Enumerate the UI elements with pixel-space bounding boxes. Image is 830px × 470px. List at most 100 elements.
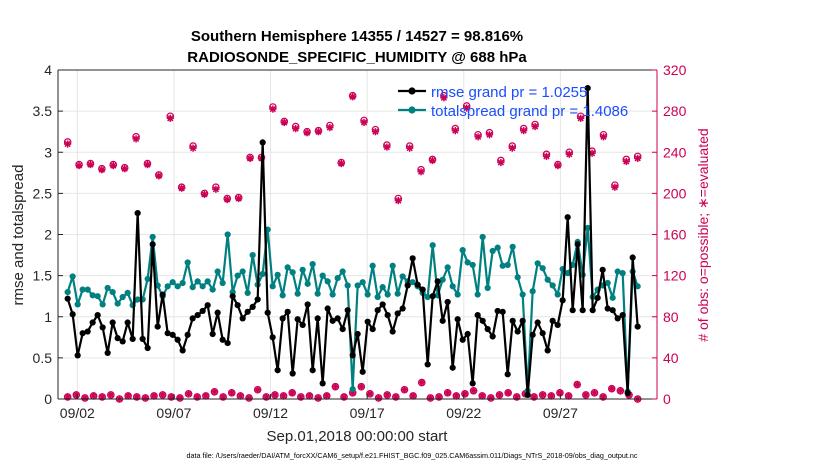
- obs-evaluated-marker: [590, 389, 599, 397]
- totalspread-point: [309, 261, 316, 268]
- obs-evaluated-star-stroke: [306, 392, 313, 400]
- obs-evaluated-marker: [461, 390, 469, 398]
- rmse-point: [139, 335, 146, 343]
- obs-evaluated-star-stroke: [212, 186, 219, 193]
- totalspread-point: [284, 264, 291, 271]
- totalspread-point: [149, 233, 156, 241]
- obs-evaluated-star-stroke: [520, 127, 527, 134]
- rmse-point: [524, 391, 531, 398]
- rmse-point: [94, 312, 101, 319]
- rmse-point: [269, 334, 276, 341]
- totalspread-point: [144, 275, 151, 283]
- obs-evaluated-marker: [81, 394, 89, 402]
- rmse-point: [264, 309, 271, 316]
- totalspread-point: [609, 294, 616, 301]
- rmse-point: [569, 307, 576, 314]
- totalspread-point: [479, 233, 486, 241]
- x-tick-label: 09/17: [350, 405, 385, 421]
- rmse-point: [559, 297, 566, 304]
- obs-evaluated-marker: [495, 391, 504, 399]
- rmse-point: [289, 370, 296, 377]
- obs-evaluated-star-stroke: [75, 162, 83, 169]
- totalspread-point: [364, 291, 371, 298]
- obs-evaluated-star-stroke: [271, 391, 279, 399]
- obs-evaluated-star-stroke: [167, 115, 174, 122]
- chart-title: Southern Hemisphere 14355 / 14527 = 98.8…: [191, 28, 523, 45]
- totalspread-point: [409, 279, 416, 286]
- obs-evaluated-star-stroke: [246, 155, 254, 162]
- obs-evaluated-star-stroke: [178, 185, 185, 192]
- totalspread-point: [169, 279, 176, 286]
- rmse-point: [214, 309, 221, 316]
- obs-evaluated-marker: [109, 162, 117, 170]
- x-tick-label: 09/02: [60, 405, 95, 421]
- rmse-point: [614, 315, 621, 322]
- obs-evaluated-star-stroke: [406, 145, 413, 152]
- totalspread-point: [514, 274, 521, 281]
- obs-evaluated-star-stroke: [81, 394, 89, 402]
- totalspread-point: [99, 301, 106, 308]
- obs-evaluated-star-stroke: [228, 389, 235, 396]
- totalspread-point: [189, 284, 196, 291]
- rmse-point: [399, 305, 406, 312]
- obs-evaluated-star-stroke: [463, 104, 470, 112]
- obs-evaluated-marker: [394, 196, 402, 205]
- obs-evaluated-marker: [121, 165, 129, 173]
- obs-evaluated-marker: [166, 114, 174, 122]
- rmse-point: [219, 336, 226, 343]
- rmse-point: [514, 328, 521, 335]
- rmse-point: [334, 315, 341, 322]
- obs-evaluated-marker: [539, 391, 547, 399]
- obs-evaluated-marker: [428, 156, 437, 165]
- obs-evaluated-star-stroke: [375, 394, 382, 402]
- rmse-point: [299, 321, 306, 329]
- obs-evaluated-marker: [452, 392, 460, 400]
- obs-evaluated-marker: [440, 94, 448, 102]
- obs-evaluated-marker: [305, 392, 314, 400]
- totalspread-point: [544, 276, 551, 283]
- obs-evaluated-star-stroke: [429, 157, 436, 164]
- obs-evaluated-marker: [141, 394, 149, 402]
- obs-evaluated-star-stroke: [315, 128, 322, 135]
- obs-evaluated-star-stroke: [185, 390, 192, 397]
- totalspread-point: [374, 293, 381, 301]
- rmse-point: [439, 317, 446, 324]
- obs-evaluated-star-stroke: [269, 105, 276, 113]
- y2-axis-label: # of obs: o=possible; ∗=evaluated: [695, 128, 711, 341]
- rmse-point: [494, 307, 501, 315]
- obs-evaluated-star-stroke: [90, 392, 97, 400]
- y2-tick-label: 160: [663, 227, 687, 243]
- rmse-point: [624, 390, 631, 397]
- rmse-point: [74, 352, 81, 359]
- x-tick-label: 09/12: [253, 405, 288, 421]
- axes: [57, 69, 658, 400]
- totalspread-point: [134, 296, 141, 303]
- totalspread-point: [79, 286, 86, 293]
- obs-evaluated-marker: [487, 394, 495, 402]
- obs-evaluated-marker: [155, 172, 163, 180]
- rmse-point: [234, 302, 241, 309]
- totalspread-point: [184, 259, 191, 266]
- obs-evaluated-marker: [451, 127, 459, 135]
- obs-evaluated-star-stroke: [496, 391, 503, 399]
- rmse-point: [579, 307, 586, 314]
- obs-evaluated-marker: [366, 390, 374, 398]
- totalspread-point: [324, 278, 331, 285]
- totalspread-point: [304, 280, 311, 287]
- rmse-point: [99, 324, 106, 331]
- obs-evaluated-marker: [176, 394, 184, 402]
- obs-evaluated-marker: [189, 144, 197, 152]
- rmse-point: [619, 312, 626, 319]
- totalspread-point: [339, 268, 346, 275]
- totalspread-point: [109, 288, 116, 296]
- obs-evaluated-star-stroke: [64, 140, 71, 148]
- rmse-point: [594, 294, 601, 301]
- obs-evaluated-star-stroke: [582, 391, 589, 399]
- obs-evaluated-star-stroke: [338, 160, 345, 167]
- obs-evaluated-marker: [246, 154, 254, 163]
- totalspread-point: [359, 279, 366, 286]
- obs-evaluated-star-stroke: [202, 392, 209, 400]
- obs-evaluated-star-stroke: [574, 381, 581, 388]
- obs-evaluated-star-stroke: [452, 127, 459, 134]
- obs-evaluated-star-stroke: [124, 392, 132, 400]
